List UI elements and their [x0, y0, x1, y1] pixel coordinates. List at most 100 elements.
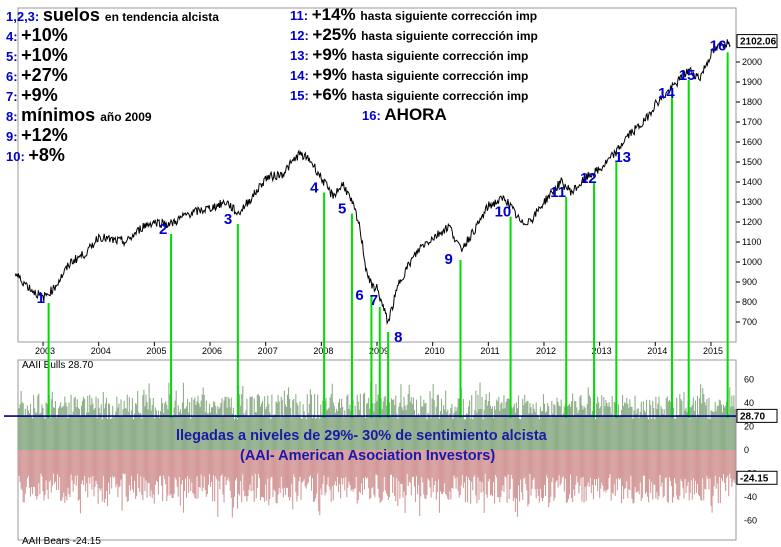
marker-label-15: 15	[679, 67, 696, 84]
caption-line-2: (AAI- American Asociation Investors)	[240, 448, 496, 464]
marker-label-16: 16	[710, 37, 727, 54]
annotation-label: 15:	[290, 88, 313, 103]
annotation-label: 16:	[362, 108, 385, 123]
marker-label-13: 13	[614, 149, 631, 166]
marker-label-7: 7	[370, 292, 378, 309]
annotation-13: 13: +9% hasta siguiente corrección imp	[290, 46, 528, 64]
sentiment-ytick-label: 60	[744, 375, 754, 385]
price-ytick-label: 1500	[742, 157, 762, 167]
annotation-4: 4: +10%	[6, 26, 68, 45]
annotation-note: hasta siguiente corrección imp	[361, 29, 538, 43]
sentiment-ytick-label: 40	[744, 398, 754, 408]
xtick-label: 2005	[146, 346, 166, 356]
xtick-label: 2010	[425, 346, 445, 356]
annotation-value: mínimos	[21, 105, 101, 125]
annotation-note: año 2009	[100, 110, 152, 124]
annotation-16: 16: AHORA	[362, 106, 447, 124]
marker-label-6: 6	[355, 287, 363, 304]
xtick-label: 2012	[536, 346, 556, 356]
annotation-label: 5:	[6, 49, 22, 64]
price-ytick-label: 1100	[742, 237, 761, 247]
annotation-note: hasta siguiente corrección imp	[351, 89, 529, 103]
annotation-label: 8:	[6, 109, 22, 124]
bears-last-value: -24.15	[740, 473, 769, 484]
marker-label-12: 12	[580, 170, 597, 187]
price-line	[14, 39, 731, 326]
sentiment-ytick-label: -40	[744, 492, 757, 502]
annotation-label: 4:	[6, 29, 22, 44]
price-ytick-label: 1400	[742, 177, 762, 187]
annotation-6: 6: +27%	[6, 66, 68, 85]
annotation-value: +25%	[312, 25, 362, 44]
annotation-note: hasta siguiente corrección imp	[351, 69, 529, 83]
price-ytick-label: 1900	[742, 77, 762, 87]
xtick-label: 2003	[35, 346, 55, 356]
annotation-value: +10%	[21, 45, 68, 65]
annotation-label: 6:	[6, 69, 22, 84]
annotation-value: +8%	[28, 145, 65, 165]
price-ytick-label: 700	[742, 317, 757, 327]
marker-label-10: 10	[495, 204, 512, 221]
marker-label-11: 11	[550, 184, 566, 201]
annotation-8: 8: mínimos año 2009	[6, 106, 152, 125]
annotation-12: 12: +25% hasta siguiente corrección imp	[290, 26, 538, 44]
annotation-value: +14%	[311, 5, 361, 24]
xtick-label: 2013	[592, 346, 612, 356]
annotation-14: 14: +9% hasta siguiente corrección imp	[290, 66, 528, 84]
annotation-label: 14:	[290, 68, 313, 83]
bears-title: AAII Bears -24.15	[22, 536, 101, 547]
price-ytick-label: 1800	[742, 97, 762, 107]
xtick-label: 2007	[258, 346, 278, 356]
annotation-value: suelos	[42, 5, 105, 25]
annotation-value: +9%	[21, 85, 58, 105]
annotation-label: 9:	[6, 129, 22, 144]
price-ytick-label: 1000	[742, 257, 762, 267]
marker-label-5: 5	[338, 201, 346, 218]
price-last-value-box	[736, 34, 778, 49]
marker-label-8: 8	[394, 329, 402, 346]
annotation-label: 7:	[6, 89, 22, 104]
price-ytick-label: 900	[742, 277, 757, 287]
annotation-note: en tendencia alcista	[104, 10, 219, 24]
price-ytick-label: 1600	[742, 137, 762, 147]
xtick-label: 2006	[202, 346, 222, 356]
price-ytick-label: 1200	[742, 217, 762, 227]
annotation-value: +10%	[21, 25, 68, 45]
marker-label-3: 3	[224, 211, 232, 228]
annotation-1,2,3: 1,2,3: suelos en tendencia alcista	[6, 6, 219, 25]
annotation-5: 5: +10%	[6, 46, 68, 65]
price-ytick-label: 800	[742, 297, 757, 307]
bulls-last-value-box	[736, 408, 778, 423]
marker-label-4: 4	[310, 180, 319, 197]
xtick-label: 2004	[91, 346, 111, 356]
annotation-value: +9%	[312, 45, 352, 64]
annotation-10: 10: +8%	[6, 146, 65, 165]
sentiment-ytick-label: -60	[744, 515, 757, 525]
caption-line-1: llegadas a niveles de 29%- 30% de sentim…	[176, 428, 547, 444]
annotation-label: 11:	[290, 8, 312, 23]
marker-label-1: 1	[37, 290, 45, 307]
sentiment-ytick-label: 0	[744, 445, 749, 455]
price-ytick-label: 2000	[742, 57, 762, 67]
annotation-7: 7: +9%	[6, 86, 58, 105]
marker-label-14: 14	[658, 85, 675, 102]
annotation-label: 13:	[290, 48, 313, 63]
annotation-note: hasta siguiente corrección imp	[351, 49, 529, 63]
sentiment-ytick-label: 20	[744, 422, 754, 432]
marker-label-9: 9	[444, 251, 452, 268]
price-ytick-label: 1300	[742, 197, 762, 207]
annotation-label: 12:	[290, 28, 313, 43]
marker-label-2: 2	[159, 221, 167, 238]
bulls-last-value: 28.70	[740, 411, 765, 422]
annotation-value: AHORA	[384, 105, 447, 124]
annotation-11: 11: +14% hasta siguiente corrección imp	[290, 6, 537, 24]
annotation-label: 1,2,3:	[6, 9, 43, 24]
annotation-value: +9%	[312, 65, 352, 84]
annotation-value: +6%	[312, 85, 352, 104]
annotation-15: 15: +6% hasta siguiente corrección imp	[290, 86, 528, 104]
bulls-title: AAII Bulls 28.70	[22, 360, 94, 371]
xtick-label: 2014	[647, 346, 667, 356]
price-last-value: 2102.06	[740, 37, 777, 48]
annotation-value: +12%	[21, 125, 68, 145]
xtick-label: 2015	[703, 346, 723, 356]
